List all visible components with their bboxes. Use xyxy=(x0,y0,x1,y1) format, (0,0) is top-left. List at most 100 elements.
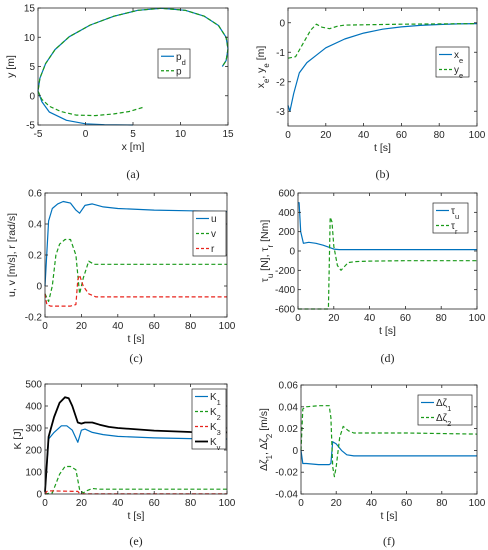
y-tick-label: 0 xyxy=(36,490,42,501)
legend-entry: v xyxy=(211,229,216,240)
series-line-2 xyxy=(300,405,478,478)
series-line-2 xyxy=(37,7,229,117)
x-tick-label: 100 xyxy=(469,498,486,509)
x-tick-label: 20 xyxy=(320,130,332,141)
y-tick-label: 0 xyxy=(36,282,42,293)
panel-caption: (a) xyxy=(126,167,139,181)
series-line-2 xyxy=(44,465,227,495)
x-tick-label: 40 xyxy=(112,321,124,332)
x-tick-label: 40 xyxy=(366,498,378,509)
series-line-1 xyxy=(44,425,228,492)
x-tick-label: 0 xyxy=(42,321,48,332)
y-axis-label: τu [N], τr [Nm] xyxy=(259,220,275,283)
y-tick-label: 0.04 xyxy=(279,402,299,413)
y-tick-label: -600 xyxy=(275,305,295,316)
x-tick-label: 40 xyxy=(364,313,376,324)
panel-caption: (e) xyxy=(129,534,142,548)
y-tick-label: 5 xyxy=(29,62,35,73)
series-line-1 xyxy=(300,441,477,466)
y-axis-label: u, v [m/s], r [rad/s] xyxy=(6,213,18,297)
legend-box xyxy=(435,46,470,78)
y-tick-label: 600 xyxy=(278,189,295,200)
legend-entry: Δζ2 xyxy=(436,413,451,428)
y-tick-label: -0.2 xyxy=(25,313,43,324)
x-tick-label: 10 xyxy=(175,129,187,140)
x-tick-label: 80 xyxy=(436,498,448,509)
legend-entry: r xyxy=(211,244,215,255)
y-tick-label: -3 xyxy=(276,107,285,118)
y-tick-label: -0.04 xyxy=(275,490,298,501)
legend: pdp xyxy=(157,48,191,79)
legend-entry: u xyxy=(211,214,217,225)
x-axis-label: t [s] xyxy=(128,333,145,345)
legend: uvr xyxy=(192,210,227,257)
x-axis-label: t [s] xyxy=(128,510,145,522)
y-tick-label: 0.6 xyxy=(28,189,42,200)
series-line-3 xyxy=(44,274,227,307)
panel-caption: (d) xyxy=(381,351,395,365)
legend-box xyxy=(417,394,473,426)
legend-entry: K2 xyxy=(210,407,221,422)
series-line-1 xyxy=(44,200,228,287)
y-tick-label: 400 xyxy=(278,208,295,219)
legend-box xyxy=(191,388,227,450)
x-axis-label: t [s] xyxy=(381,510,398,522)
plot-area xyxy=(44,383,228,495)
x-tick-label: 60 xyxy=(401,498,413,509)
y-tick-label: -200 xyxy=(275,266,295,277)
x-tick-label: 0 xyxy=(285,130,291,141)
plot-area xyxy=(37,7,229,126)
y-tick-label: 0 xyxy=(279,18,285,29)
series-line-2 xyxy=(298,216,477,310)
legend-entry: ye xyxy=(454,65,463,80)
y-tick-label: 100 xyxy=(25,468,42,479)
x-tick-label: 60 xyxy=(149,498,161,509)
x-tick-label: 80 xyxy=(436,313,448,324)
x-tick-label: 40 xyxy=(358,130,370,141)
x-tick-label: 60 xyxy=(396,130,408,141)
series-line-2 xyxy=(287,23,478,59)
legend-entry: K1 xyxy=(210,392,221,407)
series-line-3 xyxy=(44,490,227,495)
y-axis-label: Δζ1, Δζ2 [m/s] xyxy=(258,408,274,471)
x-tick-label: 40 xyxy=(112,498,124,509)
legend-box xyxy=(432,202,469,234)
y-tick-label: 0.4 xyxy=(28,220,42,231)
y-tick-label: -0.02 xyxy=(275,468,298,479)
x-tick-label: 20 xyxy=(331,498,343,509)
legend-entry: p xyxy=(176,66,182,77)
chart-c: 0 20 40 60 80 100-0.200.20.40.6t [s]u, v [m/s… xyxy=(6,189,236,366)
x-tick-label: 0 xyxy=(298,498,304,509)
x-axis-label: t [s] xyxy=(374,142,391,154)
y-tick-label: -5 xyxy=(26,121,35,132)
y-axis-label: xe, ye [m] xyxy=(255,46,271,89)
y-tick-label: 500 xyxy=(25,380,42,391)
x-tick-label: 80 xyxy=(434,130,446,141)
x-axis-label: t [s] xyxy=(379,325,396,337)
y-tick-label: 300 xyxy=(25,424,42,435)
y-axis-label: K [J] xyxy=(12,428,24,449)
x-tick-label: 15 xyxy=(222,129,234,140)
x-tick-label: 60 xyxy=(149,321,161,332)
y-tick-label: -400 xyxy=(275,285,295,296)
x-tick-label: 0 xyxy=(42,498,48,509)
series-line-1 xyxy=(287,23,478,112)
x-tick-label: 20 xyxy=(76,321,88,332)
y-tick-label: 0.02 xyxy=(279,424,299,435)
x-tick-label: 0 xyxy=(83,129,89,140)
y-tick-label: -1 xyxy=(276,48,285,59)
x-tick-label: 100 xyxy=(469,313,486,324)
y-tick-label: 0 xyxy=(289,247,295,258)
chart-e: 0 20 40 60 80 100 0 100 200 300 400 500 t [s] K [J] K1… xyxy=(12,380,236,549)
x-tick-label: 80 xyxy=(185,498,197,509)
y-tick-label: -2 xyxy=(276,77,285,88)
panel-caption: (b) xyxy=(376,167,390,181)
legend-box xyxy=(157,48,191,79)
panel-caption: (c) xyxy=(129,351,142,365)
legend-entry: Δζ1 xyxy=(436,398,451,413)
x-tick-label: -5 xyxy=(34,129,43,140)
